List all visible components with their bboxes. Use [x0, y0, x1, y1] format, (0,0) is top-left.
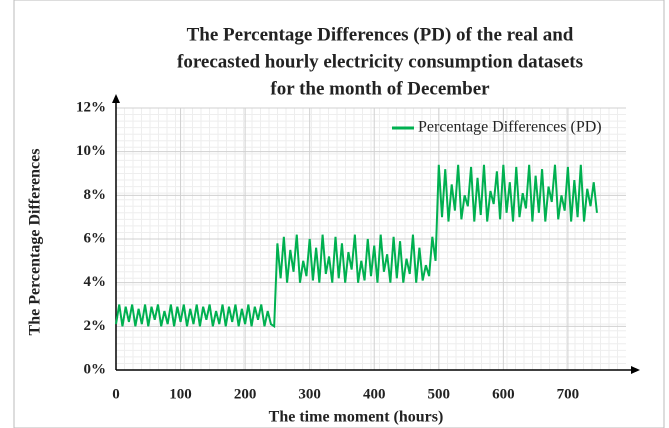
legend-label: Percentage Differences (PD) [418, 119, 602, 136]
y-tick-label: 4% [84, 274, 107, 290]
axis-arrow [112, 94, 120, 103]
x-tick-label: 100 [169, 386, 192, 402]
x-tick-label: 300 [298, 386, 321, 402]
chart-title: The Percentage Differences (PD) of the r… [187, 24, 574, 45]
x-tick-label: 500 [428, 386, 451, 402]
data-line [115, 164, 598, 329]
y-tick-label: 0% [84, 361, 107, 377]
x-tick-label: 0 [112, 386, 120, 402]
x-tick-label: 200 [234, 386, 257, 402]
y-tick-label: 6% [84, 230, 107, 246]
y-tick-label: 2% [84, 318, 107, 334]
chart-title: for the month of December [270, 78, 490, 99]
x-tick-label: 700 [557, 386, 580, 402]
x-axis-label: The time moment (hours) [269, 409, 444, 426]
x-tick-label: 400 [363, 386, 386, 402]
axis-arrow [631, 366, 640, 374]
y-axis-label: The Percentage Differences [27, 149, 44, 336]
y-tick-label: 8% [84, 187, 107, 203]
chart-title: forecasted hourly electricity consumptio… [177, 51, 583, 72]
y-tick-label: 10% [76, 143, 106, 159]
x-tick-label: 600 [492, 386, 515, 402]
y-tick-label: 12% [76, 99, 106, 115]
